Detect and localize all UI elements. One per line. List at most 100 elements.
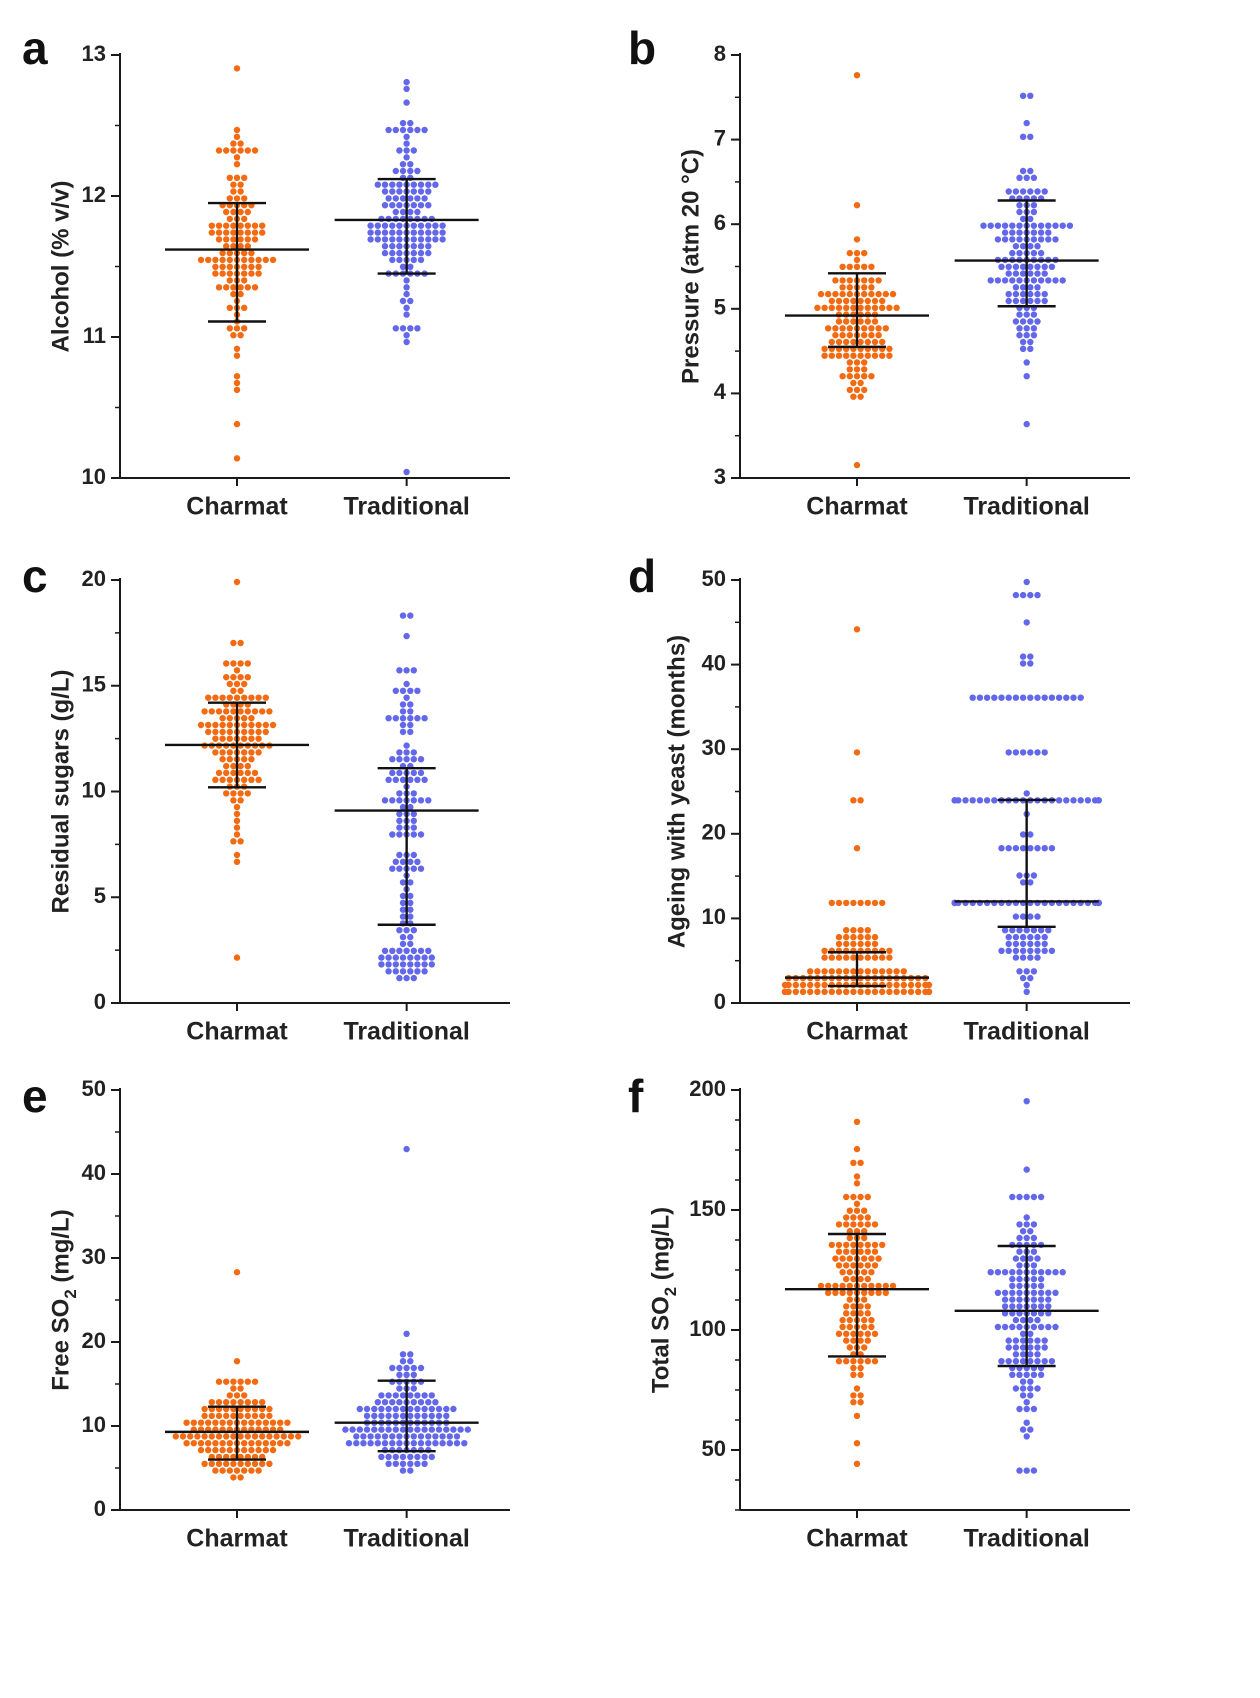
data-point <box>399 803 407 811</box>
data-point <box>226 304 233 311</box>
data-point <box>853 1440 861 1447</box>
data-point <box>230 332 237 339</box>
data-point <box>233 420 241 428</box>
data-point <box>407 1392 414 1399</box>
data-point <box>850 338 857 346</box>
data-point <box>197 1440 205 1447</box>
data-point <box>864 1303 871 1310</box>
data-point <box>403 154 410 161</box>
data-point <box>1034 1255 1041 1262</box>
data-point <box>1009 249 1016 257</box>
x-tick-label: Traditional <box>963 1018 1089 1046</box>
data-point <box>251 1378 259 1385</box>
data-point <box>208 222 215 229</box>
data-point <box>1016 1296 1023 1303</box>
data-point <box>1037 277 1045 284</box>
data-point <box>850 297 857 305</box>
data-point <box>871 1248 879 1255</box>
data-point <box>843 954 850 961</box>
data-point <box>353 1433 360 1440</box>
data-point <box>1027 270 1034 277</box>
data-point <box>403 756 410 763</box>
data-point <box>219 721 226 729</box>
data-point <box>389 947 396 954</box>
y-tick-label: 40 <box>702 650 726 675</box>
data-point <box>428 1426 435 1433</box>
data-point <box>396 249 403 257</box>
data-point <box>871 968 879 975</box>
data-point <box>233 824 241 831</box>
data-point <box>407 968 414 975</box>
data-point <box>407 906 414 913</box>
data-point <box>1012 1316 1020 1324</box>
data-point <box>407 263 414 270</box>
data-point <box>1016 1371 1023 1379</box>
data-point <box>1030 1282 1038 1290</box>
data-point <box>197 721 205 729</box>
data-point <box>230 188 237 195</box>
data-point <box>1041 188 1048 195</box>
data-point <box>457 1426 464 1433</box>
data-point <box>417 947 425 954</box>
data-point <box>396 790 403 797</box>
data-point <box>850 393 857 400</box>
data-point <box>237 674 244 681</box>
data-point <box>1012 1351 1020 1358</box>
data-point <box>208 1399 215 1406</box>
data-point <box>843 318 850 325</box>
data-point <box>389 229 396 236</box>
y-tick-label: 5 <box>94 883 106 908</box>
data-point <box>439 1433 446 1440</box>
data-point <box>1016 1262 1023 1269</box>
data-point <box>1030 1269 1038 1276</box>
data-point <box>226 249 233 257</box>
data-point <box>846 1269 853 1276</box>
panel-letter: d <box>628 550 656 602</box>
data-point <box>233 345 241 352</box>
data-point <box>251 1399 259 1406</box>
data-point <box>212 1446 219 1454</box>
y-tick-label: 20 <box>82 1328 106 1353</box>
data-point <box>1005 933 1012 941</box>
data-point <box>1059 222 1066 229</box>
data-point <box>392 1426 399 1433</box>
data-point <box>233 803 241 811</box>
data-point <box>255 1467 262 1474</box>
data-point <box>219 1467 226 1474</box>
data-point <box>389 831 396 838</box>
data-point <box>385 1460 392 1468</box>
data-point <box>414 1460 421 1468</box>
data-point <box>1001 222 1009 229</box>
data-point <box>1012 591 1020 599</box>
data-point <box>1030 1234 1038 1242</box>
data-point <box>219 1419 226 1426</box>
data-point <box>864 940 871 948</box>
data-point <box>396 1433 403 1440</box>
data-point <box>857 338 864 346</box>
data-point <box>212 263 219 270</box>
data-point <box>414 1426 421 1433</box>
data-point <box>464 1426 471 1433</box>
data-point <box>259 222 266 229</box>
data-point <box>868 1323 875 1331</box>
data-point <box>1016 249 1023 257</box>
data-point <box>1048 1358 1056 1365</box>
data-point <box>233 455 241 462</box>
data-point <box>853 1207 861 1214</box>
data-point <box>1030 968 1038 975</box>
data-point <box>241 1392 248 1399</box>
data-point <box>407 913 414 920</box>
data-point <box>1034 284 1041 291</box>
data-point <box>392 325 399 332</box>
data-point <box>1048 263 1056 270</box>
data-point <box>850 1214 857 1221</box>
data-point <box>208 1460 215 1468</box>
data-point <box>425 1440 432 1447</box>
data-point <box>1016 927 1023 934</box>
data-point <box>853 236 861 243</box>
data-point <box>417 797 425 804</box>
data-point <box>410 236 417 243</box>
data-point <box>1023 332 1030 339</box>
data-point <box>900 968 907 975</box>
data-point <box>392 776 399 783</box>
